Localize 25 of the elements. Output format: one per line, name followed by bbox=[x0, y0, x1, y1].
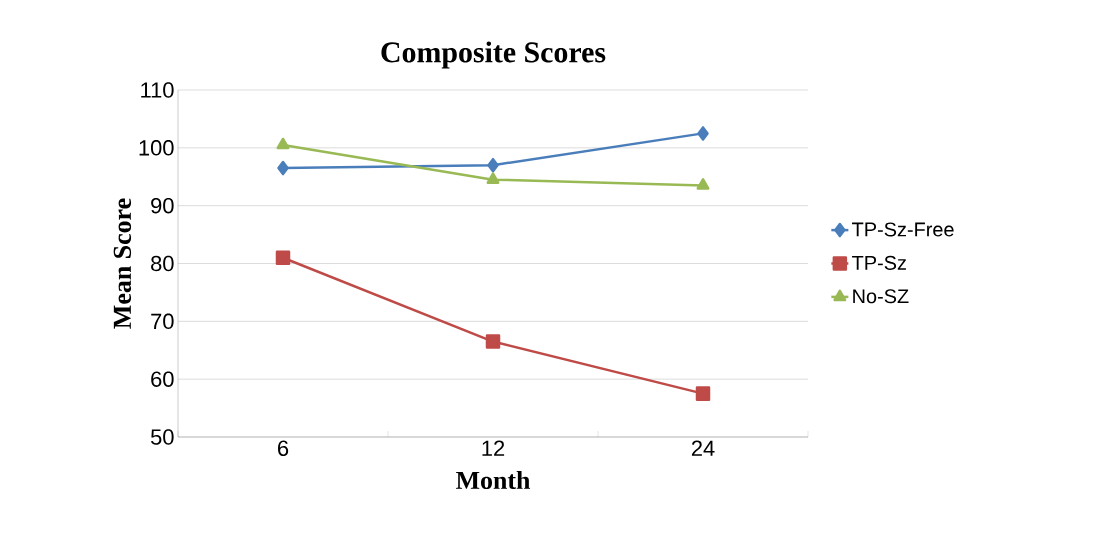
chart-title: Composite Scores bbox=[381, 41, 606, 69]
legend-label: No-SZ bbox=[853, 289, 909, 304]
point bbox=[696, 178, 710, 190]
point bbox=[485, 334, 501, 349]
legend-label: TP-Sz-Free bbox=[852, 222, 954, 237]
y-tick-label: 70 bbox=[151, 313, 174, 330]
y-axis-title: Mean Score bbox=[113, 198, 132, 329]
y-tick-label: 50 bbox=[150, 429, 174, 445]
y-tick-label: 60 bbox=[151, 371, 174, 387]
x-tick-label: 12 bbox=[482, 440, 505, 456]
legend-label: TP-Sz bbox=[852, 255, 906, 270]
point bbox=[277, 160, 289, 176]
x-axis-title: Month bbox=[456, 470, 531, 490]
point bbox=[276, 137, 290, 150]
y-tick-label: 90 bbox=[151, 197, 174, 214]
y-tick-label: 100 bbox=[139, 140, 174, 156]
y-tick-label: 80 bbox=[151, 255, 174, 272]
y-tick-label: 110 bbox=[141, 82, 174, 98]
point bbox=[486, 172, 500, 184]
x-tick-label: 6 bbox=[278, 440, 289, 457]
point bbox=[487, 157, 499, 173]
point bbox=[275, 250, 291, 265]
point bbox=[697, 126, 709, 141]
x-tick-label: 24 bbox=[691, 440, 715, 456]
point bbox=[695, 386, 711, 401]
